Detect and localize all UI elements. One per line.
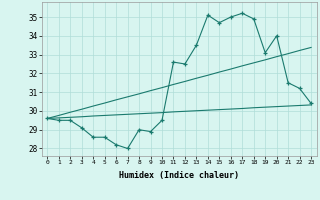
- X-axis label: Humidex (Indice chaleur): Humidex (Indice chaleur): [119, 171, 239, 180]
